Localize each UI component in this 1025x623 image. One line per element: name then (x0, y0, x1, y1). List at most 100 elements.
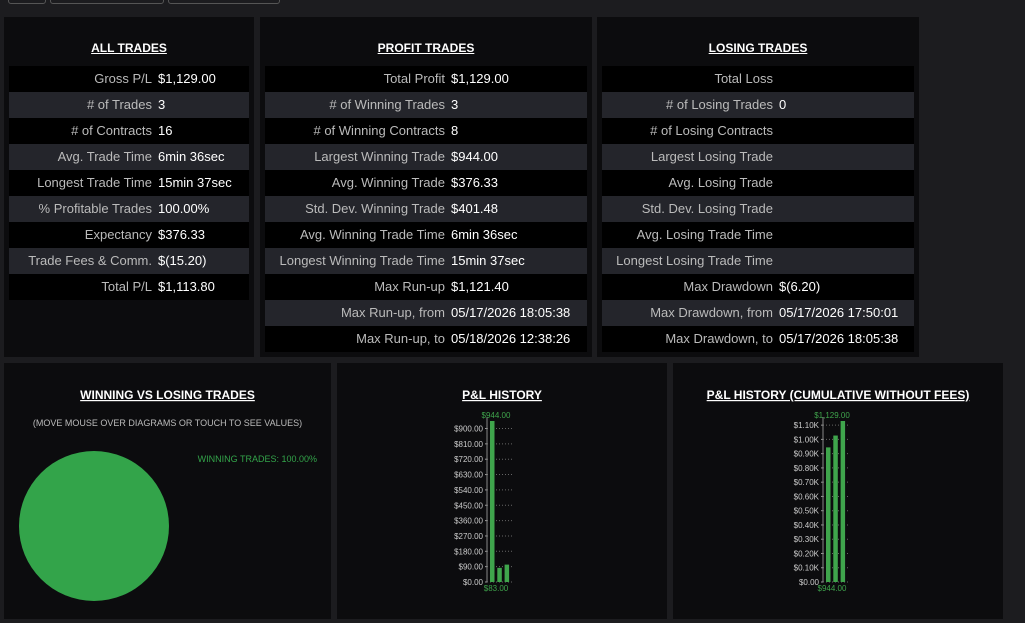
stat-label: Std. Dev. Losing Trade (641, 201, 773, 216)
y-tick-label: $900.00 (454, 425, 483, 434)
pie-slice (19, 451, 169, 601)
stat-value: 16 (158, 123, 173, 138)
bar (504, 564, 510, 582)
y-tick-label: $0.60K (794, 492, 820, 501)
stat-value: 15min 37sec (158, 175, 232, 190)
stat-row: # of Winning Trades 3 (265, 92, 587, 118)
stat-label: # of Winning Trades (329, 97, 445, 112)
stat-row: Trade Fees & Comm. $(15.20) (9, 248, 249, 274)
chart-panel (673, 363, 1003, 619)
pie-label: WINNING TRADES: 100.00% (198, 454, 317, 464)
stat-row: Avg. Losing Trade Time (602, 222, 914, 248)
stat-label: # of Contracts (71, 123, 152, 138)
stat-row: Total P/L $1,113.80 (9, 274, 249, 300)
stat-value: 8 (451, 123, 459, 138)
stat-row: Max Run-up, to 05/18/2026 12:38:26 (265, 326, 587, 352)
y-tick-label: $810.00 (454, 440, 483, 449)
button[interactable] (168, 0, 280, 4)
stat-label: # of Losing Contracts (650, 123, 773, 138)
bar (833, 435, 838, 582)
stat-label: Longest Winning Trade Time (279, 253, 445, 268)
stat-row: Gross P/L $1,129.00 (9, 66, 249, 92)
y-tick-label: $90.00 (459, 563, 484, 572)
stat-row: Largest Winning Trade $944.00 (265, 144, 587, 170)
stat-value: 100.00% (158, 201, 210, 216)
stat-row: Longest Losing Trade Time (602, 248, 914, 274)
value-label: $1,129.00 (814, 411, 850, 420)
stat-row: Total Loss (602, 66, 914, 92)
stat-label: Max Drawdown, to (665, 331, 773, 346)
stat-label: # of Trades (86, 97, 152, 112)
stat-label: Max Drawdown (683, 279, 773, 294)
stat-value: $(15.20) (158, 253, 207, 268)
stat-label: Total Loss (714, 71, 773, 86)
stat-value: 0 (779, 97, 787, 112)
stat-label: Gross P/L (94, 71, 152, 86)
stat-row: Std. Dev. Winning Trade $401.48 (265, 196, 587, 222)
button[interactable] (8, 0, 46, 4)
stat-value: $(6.20) (779, 279, 821, 294)
y-tick-label: $0.30K (794, 535, 820, 544)
panel-title: LOSING TRADES (708, 41, 808, 55)
value-label: $944.00 (818, 584, 847, 593)
stat-value: 05/17/2026 17:50:01 (779, 305, 899, 320)
value-label: $944.00 (482, 411, 511, 420)
stat-row: Max Run-up, from 05/17/2026 18:05:38 (265, 300, 587, 326)
stat-value: $376.33 (158, 227, 205, 242)
stat-row: # of Losing Trades 0 (602, 92, 914, 118)
stat-row: # of Losing Contracts (602, 118, 914, 144)
stat-label: Expectancy (84, 227, 152, 242)
stat-label: Avg. Winning Trade (331, 175, 445, 190)
y-tick-label: $450.00 (454, 501, 483, 510)
stat-row: Expectancy $376.33 (9, 222, 249, 248)
y-tick-label: $0.00 (463, 578, 484, 587)
bar (497, 567, 502, 582)
stat-row: # of Winning Contracts 8 (265, 118, 587, 144)
stat-value: 6min 36sec (451, 227, 518, 242)
stat-row: Max Drawdown $(6.20) (602, 274, 914, 300)
stat-label: Largest Winning Trade (314, 149, 445, 164)
stat-label: Max Run-up, from (340, 305, 445, 320)
stat-label: Trade Fees & Comm. (28, 253, 152, 268)
chart-subtitle: (MOVE MOUSE OVER DIAGRAMS OR TOUCH TO SE… (33, 418, 302, 428)
y-tick-label: $1.10K (794, 421, 820, 430)
panel-title: PROFIT TRADES (377, 41, 475, 55)
stats-panel: LOSING TRADES Total Loss # of Losing Trade… (597, 17, 919, 357)
stat-row: Largest Losing Trade (602, 144, 914, 170)
stat-label: Max Drawdown, from (650, 305, 773, 320)
stat-row: Max Drawdown, from 05/17/2026 17:50:01 (602, 300, 914, 326)
y-tick-label: $0.80K (794, 464, 820, 473)
stat-value: $376.33 (451, 175, 498, 190)
y-tick-label: $630.00 (454, 471, 483, 480)
stat-value: 05/17/2026 18:05:38 (451, 305, 571, 320)
stat-value: $401.48 (451, 201, 498, 216)
y-tick-label: $0.10K (794, 564, 820, 573)
bar (826, 447, 831, 582)
stat-label: Avg. Winning Trade Time (300, 227, 445, 242)
stat-label: Total P/L (101, 279, 152, 294)
stat-label: Total Profit (383, 71, 445, 86)
stat-value: $1,129.00 (158, 71, 216, 86)
stat-row: Total Profit $1,129.00 (265, 66, 587, 92)
stat-label: Max Run-up, to (356, 331, 445, 346)
stat-row: Max Run-up $1,121.40 (265, 274, 587, 300)
stat-label: Avg. Losing Trade (668, 175, 773, 190)
stat-label: Largest Losing Trade (650, 149, 773, 164)
button[interactable] (50, 0, 164, 4)
chart-panel (337, 363, 667, 619)
stat-value: $1,113.80 (158, 279, 215, 294)
y-tick-label: $270.00 (454, 532, 483, 541)
stat-value: 3 (158, 97, 166, 112)
stat-label: # of Losing Trades (666, 97, 773, 112)
y-tick-label: $180.00 (454, 547, 483, 556)
stat-row: % Profitable Trades 100.00% (9, 196, 249, 222)
stat-row: Longest Trade Time 15min 37sec (9, 170, 249, 196)
y-tick-label: $540.00 (454, 486, 483, 495)
stat-value: 6min 36sec (158, 149, 225, 164)
stat-label: Max Run-up (374, 279, 445, 294)
stats-panel: ALL TRADES Gross P/L $1,129.00 # of Trades 3… (4, 17, 254, 357)
stat-row: Avg. Trade Time 6min 36sec (9, 144, 249, 170)
stat-row: Std. Dev. Losing Trade (602, 196, 914, 222)
